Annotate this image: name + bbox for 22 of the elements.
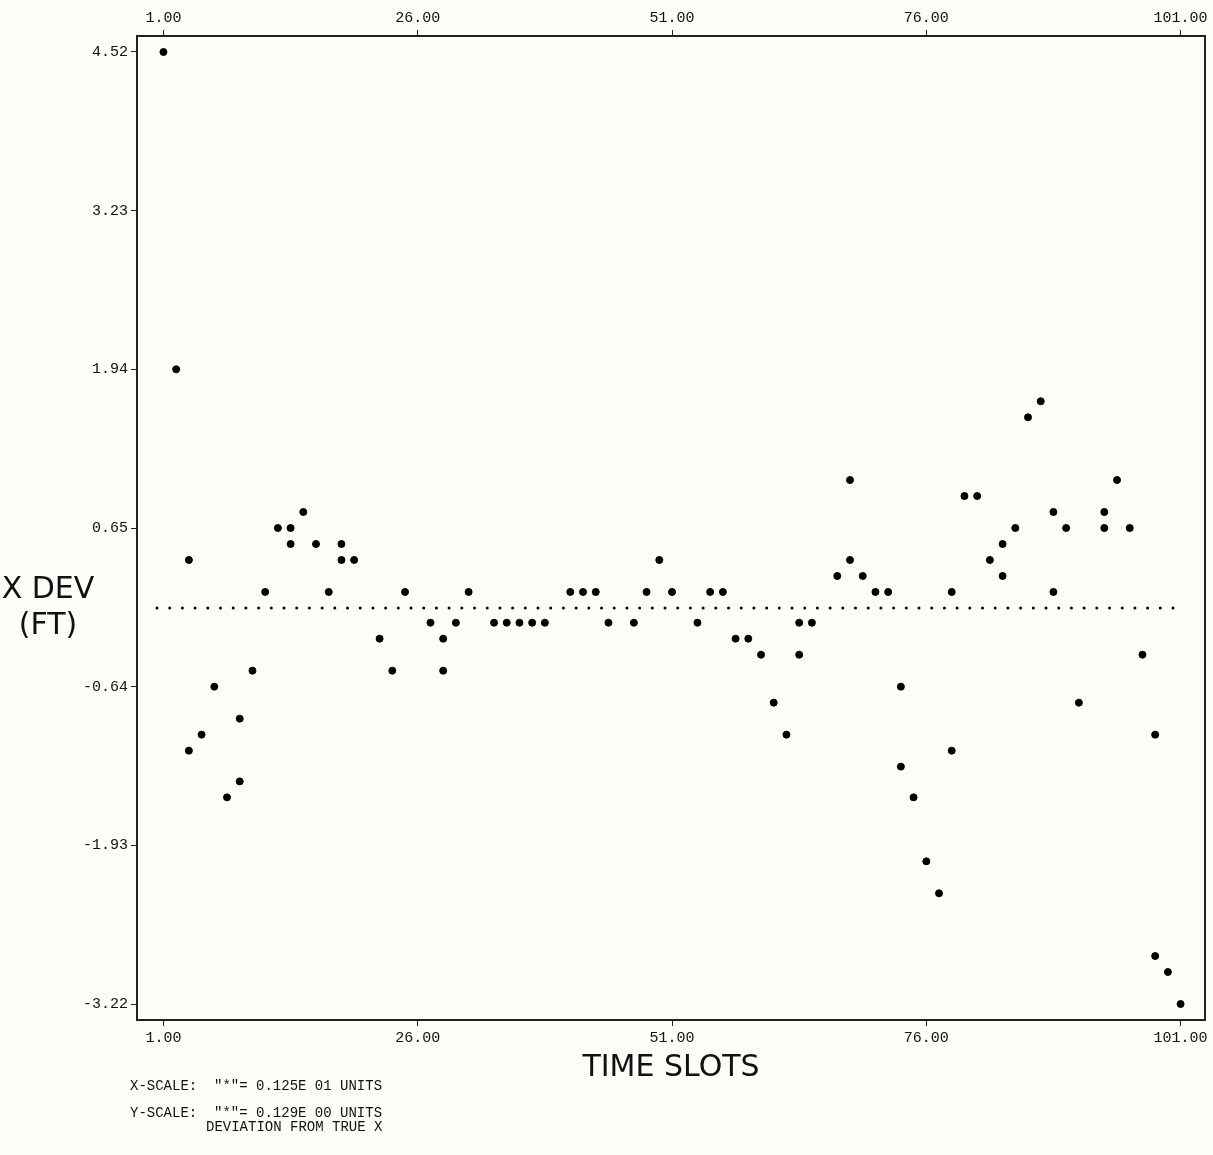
text: DEVIATION FROM TRUE X <box>205 1119 384 1136</box>
x2-tick-label: 1.00 <box>145 1029 182 1047</box>
x-tick-label: 1.00 <box>145 9 182 27</box>
text: X-SCALE: "*"= 0.125E 01 UNITS <box>130 1078 383 1094</box>
x-tick-label: 101.00 <box>1153 9 1208 27</box>
y-tick-label: 4.52 <box>91 43 129 61</box>
x-axis-title: TIME SLOTS <box>581 1047 760 1083</box>
y-tick-label: -3.22 <box>82 995 129 1013</box>
y-tick-label: 3.23 <box>91 202 129 220</box>
x2-tick-label: 51.00 <box>649 1029 695 1047</box>
x2-tick-label: 101.00 <box>1153 1029 1208 1047</box>
x-tick-label: 51.00 <box>649 9 695 27</box>
text: Y-SCALE: "*"= 0.129E 00 UNITS <box>130 1105 384 1121</box>
y-axis-title: X DEV (FT) <box>1 569 95 641</box>
x-tick-label: 26.00 <box>395 9 441 27</box>
y-tick-label: -0.64 <box>82 678 129 696</box>
y-tick-label: 0.65 <box>91 519 129 537</box>
x-tick-label: 76.00 <box>903 9 949 27</box>
y-tick-label: 1.94 <box>91 361 129 379</box>
x2-tick-label: 76.00 <box>903 1029 949 1047</box>
x2-tick-label: 26.00 <box>395 1029 441 1047</box>
y-tick-label: -1.93 <box>82 837 129 855</box>
